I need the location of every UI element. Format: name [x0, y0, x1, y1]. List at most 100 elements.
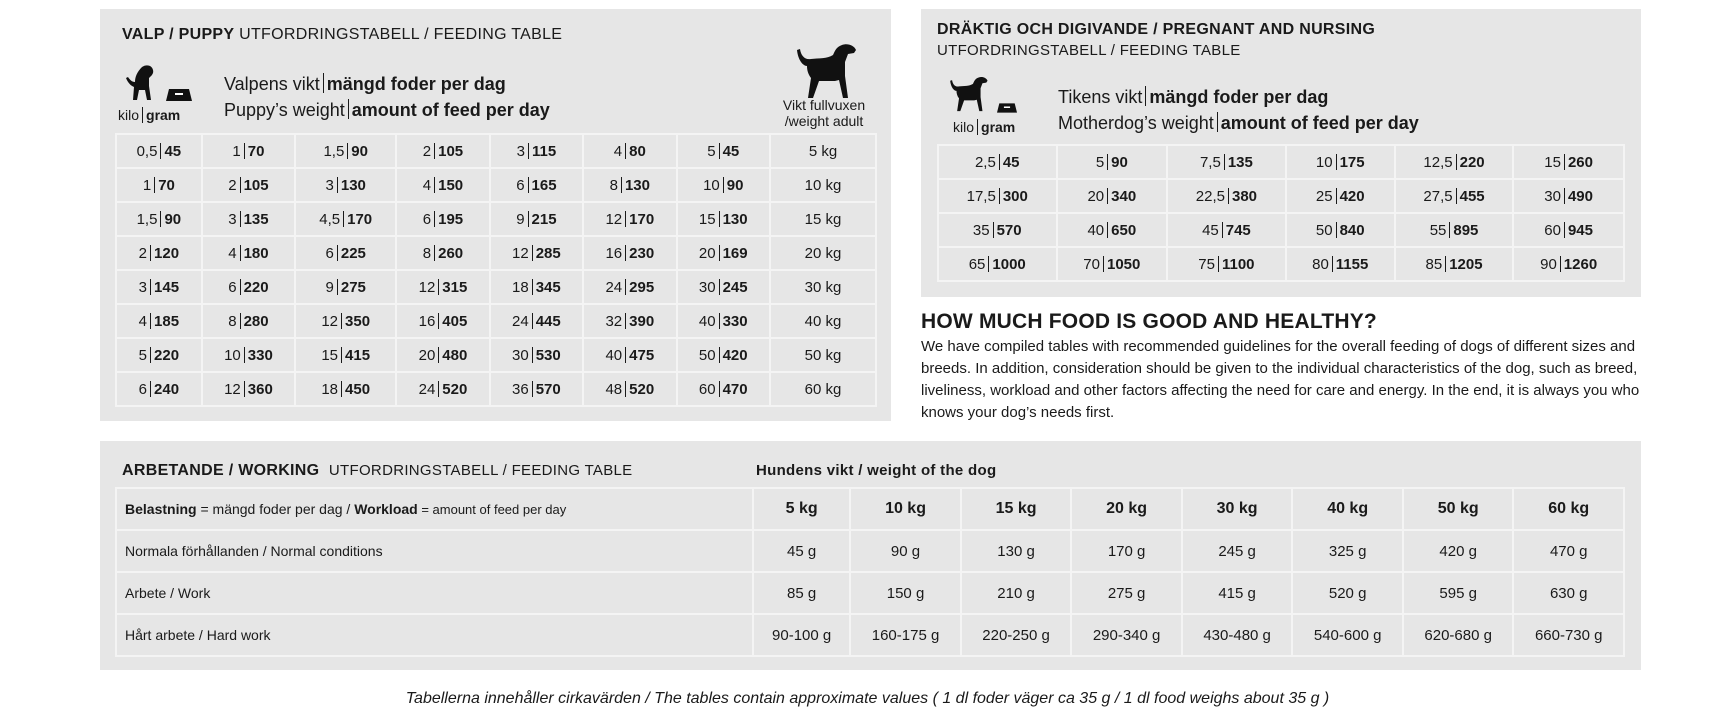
weight-kg: 1,5 [136, 210, 158, 228]
weight-header: 20 kg [1070, 487, 1183, 531]
puppy-panel: VALP / PUPPY UTFORDRINGSTABELL / FEEDING… [100, 9, 891, 421]
table-cell: 3 115 [488, 133, 585, 169]
weight-kg: 12 [321, 312, 339, 330]
feed-grams: 475 [629, 346, 655, 364]
table-cell: 30 530 [488, 337, 585, 373]
feed-grams: 570 [996, 221, 1022, 239]
table-cell: 160-175 g [849, 613, 962, 657]
weight-kg: 36 [512, 380, 529, 398]
info-section: HOW MUCH FOOD IS GOOD AND HEALTHY? We ha… [921, 310, 1641, 424]
table-cell: 6 220 [200, 269, 297, 305]
feed-grams: 150 [438, 176, 464, 194]
puppy-legend: Valpens vikt mängd foder per dag Puppy’s … [224, 73, 550, 120]
table-cell: 20 169 [675, 235, 772, 271]
table-cell: 45 745 [1166, 212, 1287, 248]
unit-label: kilo gram [953, 119, 1016, 135]
weight-kg: 5 [138, 346, 148, 364]
feed-grams: 90 [726, 176, 744, 194]
table-row: 2,5 45 5 90 7,5 135 10 175 12,5 220 15 260 [937, 144, 1625, 180]
weight-kg: 32 [605, 312, 623, 330]
separator [1455, 187, 1457, 204]
weight-kg: 30 [512, 346, 529, 364]
table-cell: 17,5 300 [937, 178, 1058, 214]
feed-grams: 180 [243, 244, 269, 262]
weight-kg: 12,5 [1423, 153, 1453, 171]
feed-grams: 530 [535, 346, 561, 364]
table-cell: 16 230 [582, 235, 678, 271]
weight-kg: 5 [707, 142, 716, 160]
table-cell: 70 1050 [1055, 246, 1169, 282]
weight-kg: 12 [512, 244, 529, 262]
feed-grams: 130 [340, 176, 366, 194]
table-cell: 245 g [1180, 529, 1294, 573]
table-cell: 1 70 [200, 133, 297, 169]
weight-kg: 30 [698, 278, 716, 296]
unit-label: kilo gram [118, 107, 181, 123]
feed-grams: 280 [243, 312, 269, 330]
table-cell: 4,5 170 [294, 201, 398, 237]
feed-grams: 650 [1111, 221, 1137, 239]
separator [625, 142, 627, 159]
separator [998, 153, 1000, 170]
feed-grams: 945 [1567, 221, 1593, 239]
food-bowl-icon [166, 89, 192, 101]
header-label: Belastning = mängd foder per dag / Workl… [115, 487, 754, 531]
separator [625, 278, 627, 295]
table-cell: 50 420 [675, 337, 772, 373]
separator [1563, 187, 1565, 204]
feed-grams: 120 [154, 244, 180, 262]
separator [527, 142, 529, 159]
table-cell: 1,5 90 [294, 133, 398, 169]
feed-grams: 455 [1459, 187, 1485, 205]
mother-dog-icon [950, 77, 988, 112]
table-cell: 540-600 g [1291, 613, 1404, 657]
feed-grams: 520 [442, 380, 468, 398]
separator [438, 380, 440, 397]
weight-kg: 8 [609, 176, 618, 194]
table-cell: 2 105 [395, 133, 491, 169]
table-cell: 60 945 [1512, 212, 1625, 248]
adult-weight-cell: 20 kg [769, 235, 877, 271]
table-cell: 85 1205 [1393, 246, 1515, 282]
feed-grams: 895 [1453, 221, 1479, 239]
weight-kg: 40 [698, 312, 716, 330]
separator [625, 380, 627, 397]
separator [336, 244, 338, 261]
weight-kg: 10 [224, 346, 241, 364]
separator [1455, 153, 1457, 170]
feed-grams: 80 [629, 142, 646, 160]
feed-grams: 115 [531, 142, 557, 160]
weight-kg: 18 [512, 278, 529, 296]
table-cell: 50 840 [1284, 212, 1396, 248]
separator [531, 244, 533, 261]
weight-kg: 1 [232, 142, 241, 160]
info-body: We have compiled tables with recommended… [921, 338, 1640, 421]
weight-kg: 15 [698, 210, 716, 228]
weight-kg: 27,5 [1423, 187, 1453, 205]
separator [625, 346, 627, 363]
feed-grams: 260 [438, 244, 464, 262]
table-cell: 0,5 45 [115, 133, 203, 169]
separator [1335, 187, 1337, 204]
weight-kg: 20 [698, 244, 716, 262]
separator [243, 380, 245, 397]
separator [988, 255, 990, 272]
separator [150, 278, 152, 295]
adult-weight-cell: 50 kg [769, 337, 877, 373]
separator [531, 312, 533, 329]
table-cell: 660-730 g [1512, 613, 1625, 657]
table-cell: 1,5 90 [115, 201, 203, 237]
feed-grams: 230 [629, 244, 655, 262]
feed-grams: 70 [158, 176, 175, 194]
weight-kg: 5 [1095, 153, 1105, 171]
table-cell: 18 450 [294, 371, 398, 407]
weight-kg: 10 [703, 176, 720, 194]
feed-grams: 220 [1459, 153, 1485, 171]
separator [718, 210, 720, 227]
feed-grams: 105 [438, 142, 464, 160]
adult-dog-icon [797, 44, 856, 98]
table-cell: 15 415 [294, 337, 398, 373]
weight-kg: 3 [325, 176, 334, 194]
separator [336, 278, 338, 295]
separator [1217, 255, 1219, 272]
